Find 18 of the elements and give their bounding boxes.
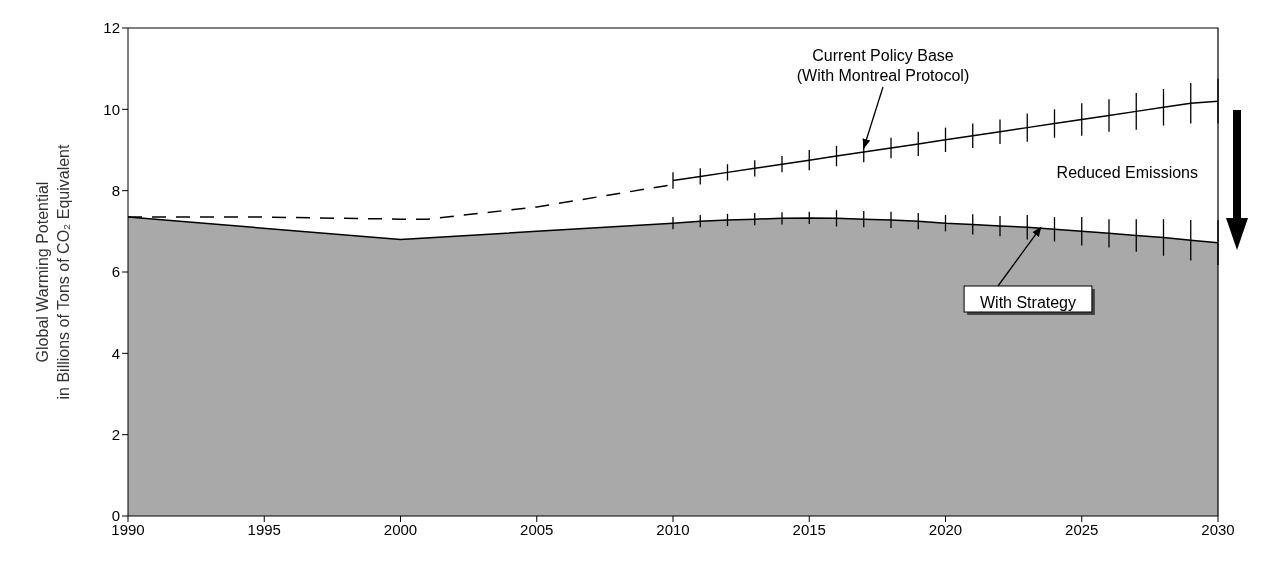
x-tick-label: 2005 [520,520,554,538]
x-tick-label: 2020 [928,520,963,538]
x-tick-label: 2015 [792,520,826,538]
x-tick-label: 2030 [1201,520,1235,538]
y-tick-label: 6 [111,263,120,281]
x-tick-label: 1995 [247,520,281,538]
x-tick-label: 2010 [656,520,690,538]
y-tick-label: 8 [111,181,120,199]
y-tick-label: 4 [111,344,120,362]
x-tick-label: 2000 [383,520,418,538]
annotation: Reduced Emissions [1056,164,1198,181]
y-tick-label: 12 [103,19,120,37]
y-tick-label: 10 [103,100,120,118]
series-label: With Strategy [979,294,1077,311]
y-tick-label: 2 [111,425,120,443]
text: Current Policy Base (With Montreal Protocol) [796,47,970,84]
y-axis-title: Global Warming Potential in Billions of Tons of CO₂ Equivalent [34,143,72,400]
x-tick-label: 2025 [1065,520,1099,538]
